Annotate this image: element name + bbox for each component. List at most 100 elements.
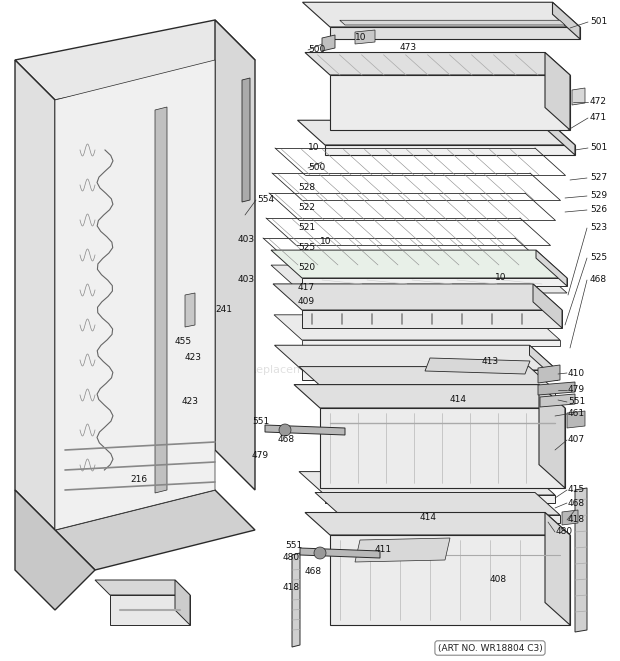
Text: 418: 418 [283, 584, 300, 592]
Text: 409: 409 [298, 297, 315, 307]
Text: 418: 418 [568, 516, 585, 524]
Polygon shape [355, 30, 375, 44]
Polygon shape [325, 390, 555, 398]
Text: 554: 554 [257, 196, 274, 204]
Polygon shape [15, 490, 95, 610]
Polygon shape [330, 75, 570, 130]
Text: 10: 10 [355, 34, 366, 42]
Polygon shape [294, 385, 565, 408]
Text: 471: 471 [590, 114, 607, 122]
Polygon shape [110, 595, 190, 625]
Text: 403: 403 [238, 276, 255, 284]
Circle shape [314, 547, 326, 559]
Polygon shape [538, 365, 560, 383]
Polygon shape [540, 394, 575, 407]
Polygon shape [298, 120, 575, 145]
Polygon shape [242, 78, 250, 202]
Polygon shape [15, 60, 55, 530]
Text: 413: 413 [482, 358, 499, 366]
Text: 461: 461 [568, 410, 585, 418]
Text: 473: 473 [400, 44, 417, 52]
Text: 501: 501 [590, 17, 607, 26]
Text: 410: 410 [568, 368, 585, 377]
Text: 423: 423 [185, 354, 202, 362]
Text: 423: 423 [182, 397, 199, 407]
Polygon shape [325, 145, 575, 155]
Text: 468: 468 [568, 498, 585, 508]
Text: 10: 10 [308, 143, 319, 153]
Polygon shape [533, 284, 562, 328]
Polygon shape [155, 107, 167, 493]
Polygon shape [185, 293, 195, 327]
Text: (ART NO. WR18804 C3): (ART NO. WR18804 C3) [438, 644, 542, 652]
Polygon shape [320, 408, 565, 488]
Text: 480: 480 [283, 553, 300, 563]
Polygon shape [302, 310, 562, 328]
Polygon shape [315, 492, 560, 515]
Polygon shape [95, 580, 190, 595]
Polygon shape [305, 52, 570, 75]
Polygon shape [355, 538, 450, 562]
Polygon shape [536, 250, 567, 286]
Text: 525: 525 [298, 243, 315, 253]
Text: 529: 529 [590, 192, 607, 200]
Text: 455: 455 [175, 338, 192, 346]
Text: 407: 407 [568, 436, 585, 444]
Polygon shape [292, 553, 300, 647]
Text: 501: 501 [590, 143, 607, 153]
Text: 479: 479 [252, 451, 269, 459]
Polygon shape [529, 345, 557, 380]
Text: 216: 216 [130, 475, 147, 485]
Polygon shape [271, 265, 567, 293]
Polygon shape [545, 512, 570, 625]
Polygon shape [330, 535, 570, 625]
Polygon shape [273, 284, 562, 310]
Text: 526: 526 [590, 206, 607, 215]
Text: 480: 480 [556, 527, 573, 537]
Polygon shape [274, 315, 560, 340]
Text: 479: 479 [568, 385, 585, 395]
Polygon shape [215, 20, 255, 490]
Polygon shape [567, 411, 585, 428]
Text: 525: 525 [590, 254, 607, 262]
Polygon shape [299, 367, 555, 390]
Text: eReplacementParts.com: eReplacementParts.com [242, 365, 378, 375]
Polygon shape [271, 250, 567, 278]
Polygon shape [340, 20, 565, 25]
Text: 472: 472 [590, 98, 607, 106]
Text: 10: 10 [495, 274, 507, 282]
Text: 411: 411 [375, 545, 392, 555]
Polygon shape [55, 60, 215, 530]
Text: 523: 523 [590, 223, 607, 233]
Text: 551: 551 [252, 418, 269, 426]
Text: 417: 417 [298, 284, 315, 293]
Text: 522: 522 [298, 204, 315, 212]
Polygon shape [299, 471, 555, 495]
Text: 414: 414 [450, 395, 467, 405]
Polygon shape [302, 370, 557, 380]
Polygon shape [547, 120, 575, 155]
Circle shape [279, 424, 291, 436]
Text: 520: 520 [298, 264, 315, 272]
Polygon shape [325, 495, 555, 503]
Polygon shape [303, 2, 580, 27]
Polygon shape [305, 512, 570, 535]
Text: 10: 10 [320, 237, 332, 247]
Polygon shape [322, 35, 335, 51]
Polygon shape [15, 20, 255, 100]
Polygon shape [572, 88, 585, 105]
Text: 415: 415 [568, 485, 585, 494]
Polygon shape [340, 515, 560, 523]
Text: 468: 468 [305, 568, 322, 576]
Polygon shape [55, 490, 255, 570]
Polygon shape [175, 580, 190, 625]
Text: 408: 408 [490, 576, 507, 584]
Text: 500: 500 [308, 163, 326, 173]
Polygon shape [425, 358, 530, 374]
Polygon shape [545, 52, 570, 130]
Polygon shape [302, 340, 560, 346]
Polygon shape [300, 548, 380, 558]
Text: 527: 527 [590, 173, 607, 182]
Polygon shape [575, 488, 587, 632]
Polygon shape [275, 345, 557, 370]
